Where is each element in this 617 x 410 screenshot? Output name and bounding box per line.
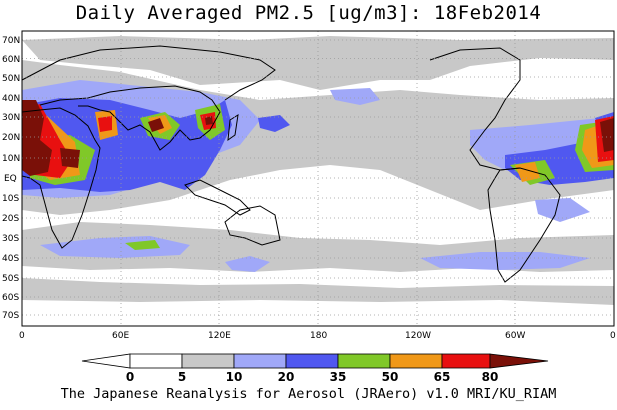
colorbar-segment (285, 353, 339, 369)
map-title: Daily Averaged PM2.5 [ug/m3]: 18Feb2014 (75, 2, 542, 24)
lon-label: 120W (405, 331, 431, 341)
lat-label: 40S (2, 254, 19, 264)
lon-label: 60E (112, 331, 129, 341)
lat-label: 60N (2, 55, 20, 65)
colorbar-segment (441, 353, 491, 369)
colorbar-tick: 35 (330, 370, 347, 384)
colorbar-arrow-low (81, 353, 131, 369)
colorbar-tick: 5 (178, 370, 186, 384)
lat-label: 40N (2, 94, 20, 104)
lat-label: 30S (2, 234, 19, 244)
colorbar-segment (389, 353, 443, 369)
colorbar-tick: 10 (226, 370, 243, 384)
lat-label: 20N (2, 133, 20, 143)
lat-label: 30N (2, 113, 20, 123)
colorbar-segment (181, 353, 235, 369)
lon-label: 60W (505, 331, 525, 341)
colorbar-tick: 50 (382, 370, 399, 384)
colorbar (81, 353, 549, 369)
lat-label: 20S (2, 214, 19, 224)
colorbar-tick: 0 (126, 370, 134, 384)
latitude-labels: 70N 60N 50N 40N 30N 20N 10N EQ 10S 20S 3… (2, 36, 20, 321)
lat-label: 10S (2, 194, 19, 204)
colorbar-tick: 80 (482, 370, 499, 384)
colorbar-segment (337, 353, 391, 369)
colorbar-segment (129, 353, 183, 369)
graticule (22, 31, 614, 326)
lat-label: EQ (4, 174, 17, 184)
colorbar-segment (233, 353, 287, 369)
colorbar-tick: 20 (278, 370, 295, 384)
colorbar-arrow-high (489, 353, 549, 369)
map-frame (21, 30, 615, 327)
lat-label: 70S (2, 311, 19, 321)
credit-line: The Japanese Reanalysis for Aerosol (JRA… (60, 386, 557, 402)
lat-label: 50N (2, 74, 20, 84)
lon-label: 180 (310, 331, 327, 341)
lon-label: 0 (610, 331, 616, 341)
colorbar-tick-labels: 0 5 10 20 35 50 65 80 (126, 370, 499, 384)
colorbar-tick: 65 (434, 370, 451, 384)
lat-label: 50S (2, 274, 19, 284)
lon-label: 0 (19, 331, 25, 341)
longitude-labels: 0 60E 120E 180 120W 60W 0 (19, 331, 616, 341)
coastlines (22, 45, 561, 283)
lat-label: 10N (2, 154, 20, 164)
lat-label: 60S (2, 293, 19, 303)
lat-label: 70N (2, 36, 20, 46)
pm25-band-80-plus (22, 100, 614, 176)
lon-label: 120E (208, 331, 231, 341)
